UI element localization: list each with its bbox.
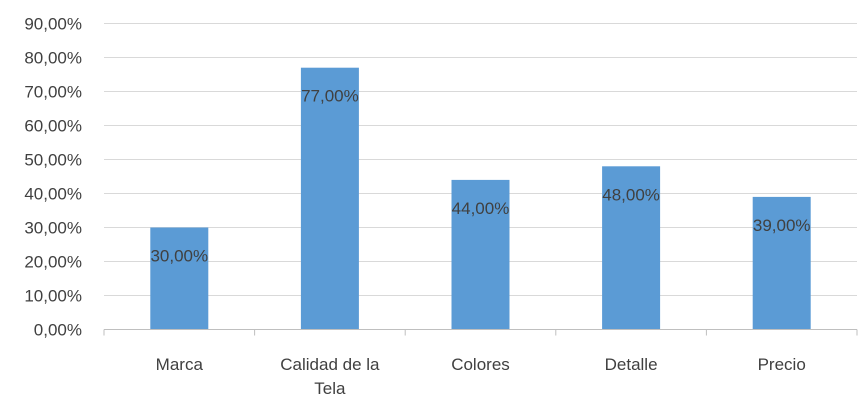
y-tick-label: 50,00% — [24, 151, 82, 170]
y-tick-label: 40,00% — [24, 185, 82, 204]
x-category-label: Calidad de la Tela — [280, 355, 380, 398]
x-category-label-line: Precio — [758, 355, 806, 374]
bar-marca — [150, 227, 209, 330]
data-label: 77,00% — [301, 87, 359, 106]
y-tick-label: 0,00% — [34, 321, 82, 340]
data-label: 39,00% — [753, 216, 811, 235]
axes: 0,00% 10,00% 20,00% 30,00% 40,00% 50,00% 60,00… — [24, 15, 858, 398]
x-category-label-line: Marca — [156, 355, 204, 374]
x-category-label-line: Calidad de la — [280, 355, 380, 374]
y-tick-label: 60,00% — [24, 117, 82, 136]
y-tick-label: 90,00% — [24, 15, 82, 34]
data-label: 48,00% — [602, 185, 660, 204]
y-tick-label: 10,00% — [24, 287, 82, 306]
bar-detalle — [602, 166, 661, 330]
data-label: 44,00% — [452, 199, 510, 218]
x-category-label: Precio — [758, 355, 806, 374]
y-tick-label: 30,00% — [24, 219, 82, 238]
x-category-label: Detalle — [605, 355, 658, 374]
x-category-label: Colores — [451, 355, 510, 374]
x-category-label-line: Colores — [451, 355, 510, 374]
y-tick-label: 80,00% — [24, 49, 82, 68]
x-category-label: Marca — [156, 355, 204, 374]
bars — [150, 67, 811, 330]
bar-colores — [451, 179, 510, 330]
bar-calidad-de-la-tela — [300, 67, 359, 330]
gridlines — [104, 23, 857, 296]
data-labels: 30,00% 77,00% 44,00% 48,00% 39,00% — [150, 87, 810, 266]
x-category-label-line: Tela — [314, 379, 346, 398]
data-label: 30,00% — [150, 247, 208, 266]
x-category-label-line: Detalle — [605, 355, 658, 374]
y-tick-label: 20,00% — [24, 253, 82, 272]
bar-precio — [752, 196, 811, 330]
y-tick-label: 70,00% — [24, 83, 82, 102]
